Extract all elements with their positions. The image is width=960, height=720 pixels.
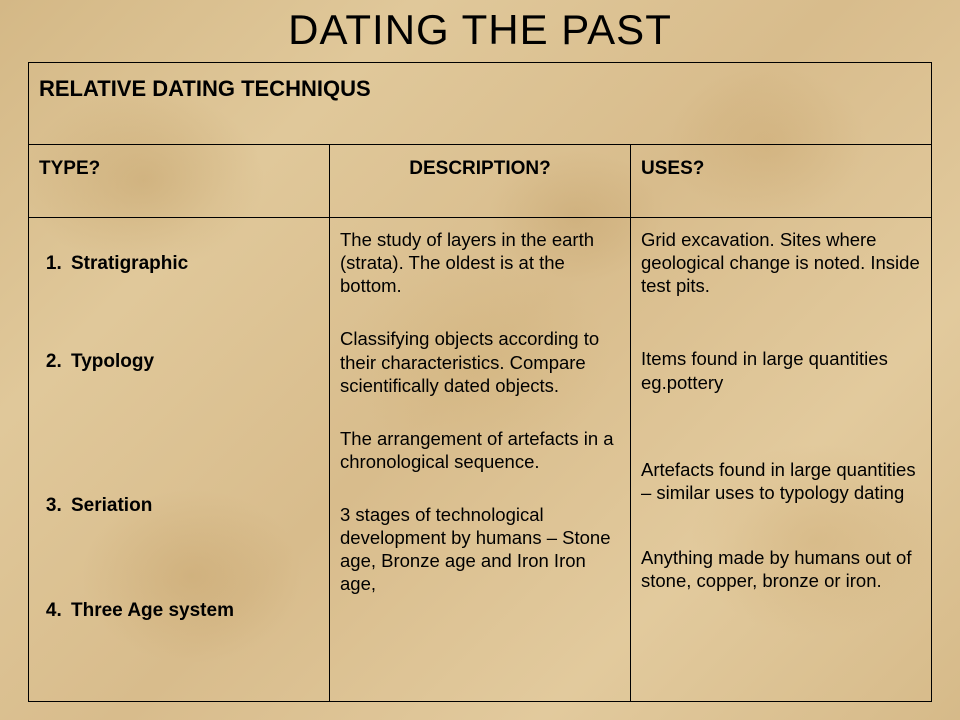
content-table-wrap: RELATIVE DATING TECHNIQUS TYPE? DESCRIPT… <box>0 62 960 720</box>
uses-cell: Grid excavation. Sites where geological … <box>631 218 932 702</box>
type-item: Stratigraphic <box>67 252 319 276</box>
subtitle-row: RELATIVE DATING TECHNIQUS <box>29 63 932 145</box>
header-uses: USES? <box>631 145 932 218</box>
uses-text: Grid excavation. Sites where geological … <box>641 228 921 297</box>
type-list: Stratigraphic Typology Seriation Three A… <box>39 252 319 623</box>
type-item: Typology <box>67 350 319 374</box>
header-row: TYPE? DESCRIPTION? USES? <box>29 145 932 218</box>
subtitle-cell: RELATIVE DATING TECHNIQUS <box>29 63 932 145</box>
description-text: The arrangement of artefacts in a chrono… <box>340 427 620 473</box>
body-row: Stratigraphic Typology Seriation Three A… <box>29 218 932 702</box>
header-description: DESCRIPTION? <box>330 145 631 218</box>
uses-text: Anything made by humans out of stone, co… <box>641 546 921 592</box>
uses-text: Items found in large quantities eg.potte… <box>641 347 921 393</box>
type-item: Three Age system <box>67 599 319 623</box>
uses-text: Artefacts found in large quantities – si… <box>641 458 921 504</box>
description-cell: The study of layers in the earth (strata… <box>330 218 631 702</box>
page-title: DATING THE PAST <box>0 0 960 62</box>
description-text: The study of layers in the earth (strata… <box>340 228 620 297</box>
techniques-table: RELATIVE DATING TECHNIQUS TYPE? DESCRIPT… <box>28 62 932 702</box>
description-text: 3 stages of technological development by… <box>340 503 620 596</box>
type-cell: Stratigraphic Typology Seriation Three A… <box>29 218 330 702</box>
type-item: Seriation <box>67 494 319 518</box>
description-text: Classifying objects according to their c… <box>340 327 620 396</box>
header-type: TYPE? <box>29 145 330 218</box>
